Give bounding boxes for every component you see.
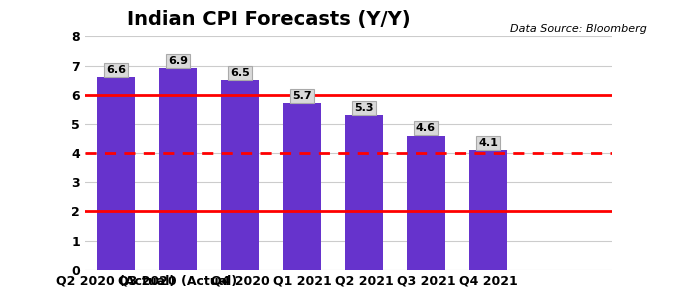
Bar [97,77,135,270]
Text: 6.5: 6.5 [230,68,250,78]
Text: 4.6: 4.6 [416,123,436,133]
Bar [469,150,507,270]
Text: 5.3: 5.3 [354,103,374,113]
Text: Indian CPI Forecasts (Y/Y): Indian CPI Forecasts (Y/Y) [127,10,411,29]
Bar [284,103,320,270]
Text: 6.9: 6.9 [168,56,188,66]
Bar [222,80,258,270]
Text: 6.6: 6.6 [106,65,126,75]
Bar [407,135,445,270]
Bar [159,68,197,270]
Text: Data Source: Bloomberg: Data Source: Bloomberg [510,24,647,34]
Text: 4.1: 4.1 [478,138,498,148]
Text: 5.7: 5.7 [292,91,312,101]
Bar [345,115,383,270]
